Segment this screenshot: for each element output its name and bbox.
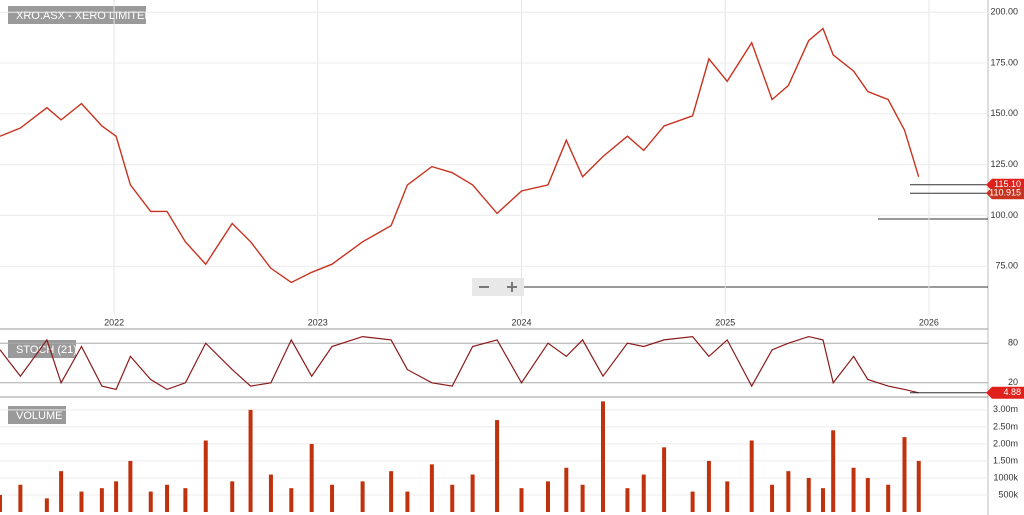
series-line (0, 335, 919, 394)
volume-bar (625, 488, 630, 512)
volume-bar (330, 484, 335, 512)
zoom-in[interactable] (511, 282, 513, 292)
price-tag (986, 187, 1024, 200)
volume-bar (902, 437, 907, 512)
volume-bar (806, 477, 811, 512)
zoom-out[interactable] (479, 286, 489, 288)
volume-bar (519, 488, 524, 512)
volume-bar (405, 491, 410, 512)
volume-bar (916, 460, 921, 512)
volume-bar (641, 474, 646, 512)
x-tick-label: 2024 (511, 317, 531, 327)
volume-bar (128, 460, 133, 512)
title-box[interactable] (8, 6, 146, 24)
volume-bar (230, 481, 235, 512)
y-tick-label: 1000k (993, 472, 1018, 482)
volume-bar (309, 443, 314, 512)
y-tick-label: 2.00m (993, 438, 1018, 448)
volume-bar (268, 474, 273, 512)
price-tag-label: 115.10 (994, 179, 1021, 189)
chart-title: XRO.ASX - XERO LIMITED (16, 10, 152, 22)
panel-title: STOCH (21) (16, 344, 77, 356)
volume-bar (786, 471, 791, 512)
y-tick-label: 2.50m (993, 421, 1018, 431)
x-tick-label: 2023 (308, 317, 328, 327)
price-tag-label: 110.915 (989, 188, 1021, 198)
volume-bar (114, 481, 119, 512)
y-tick-label: 100.00 (990, 210, 1018, 220)
volume-bar (148, 491, 153, 512)
volume-bar (44, 498, 49, 512)
volume-bar (360, 481, 365, 512)
volume-bar (600, 401, 605, 512)
volume-bar (0, 494, 2, 512)
y-tick-label: 175.00 (990, 57, 1018, 67)
y-tick-label: 200.00 (990, 7, 1018, 17)
volume-bar (865, 477, 870, 512)
volume-bar (59, 471, 64, 512)
x-tick-label: 2026 (919, 317, 939, 327)
y-tick-label: 3.00m (993, 404, 1018, 414)
x-tick-label: 2025 (715, 317, 735, 327)
volume-bar (820, 488, 825, 512)
volume-bar (725, 481, 730, 512)
volume-bar (289, 488, 294, 512)
y-tick-label: 500k (998, 489, 1018, 499)
volume-bar (851, 467, 856, 512)
volume-bar (706, 460, 711, 512)
zoom-controls[interactable] (472, 278, 524, 296)
volume-bar (564, 467, 569, 512)
x-tick-label: 2022 (104, 317, 124, 327)
y-tick-label: 75.00 (995, 261, 1018, 271)
volume-bar (203, 440, 208, 512)
y-tick-label: 1.50m (993, 455, 1018, 465)
volume-bar (495, 420, 500, 512)
volume-bar (545, 481, 550, 512)
y-tick-label: 20 (1008, 377, 1018, 387)
y-tick-label: 125.00 (990, 159, 1018, 169)
volume-bar (165, 484, 170, 512)
panel-title: VOLUME (16, 410, 62, 422)
volume-bar (18, 484, 23, 512)
y-tick-label: 150.00 (990, 108, 1018, 118)
price-tag (986, 386, 1024, 399)
series-line (0, 27, 920, 284)
volume-bar (248, 409, 253, 512)
volume-bar (690, 491, 695, 512)
y-tick-label: 80 (1008, 338, 1018, 348)
volume-bar (450, 484, 455, 512)
volume-bar (770, 484, 775, 512)
volume-bar (886, 484, 891, 512)
volume-bar (662, 447, 667, 512)
title-box[interactable] (8, 406, 66, 424)
volume-bar (79, 491, 84, 512)
volume-bar (389, 471, 394, 512)
volume-bar (183, 488, 188, 512)
volume-bar (470, 474, 475, 512)
volume-bar (749, 440, 754, 512)
volume-bar (831, 430, 836, 512)
volume-bar (99, 488, 104, 512)
volume-bar (429, 464, 434, 512)
price-tag-label: 4.88 (1003, 387, 1021, 397)
volume-bar (580, 484, 585, 512)
title-box[interactable] (8, 340, 76, 358)
